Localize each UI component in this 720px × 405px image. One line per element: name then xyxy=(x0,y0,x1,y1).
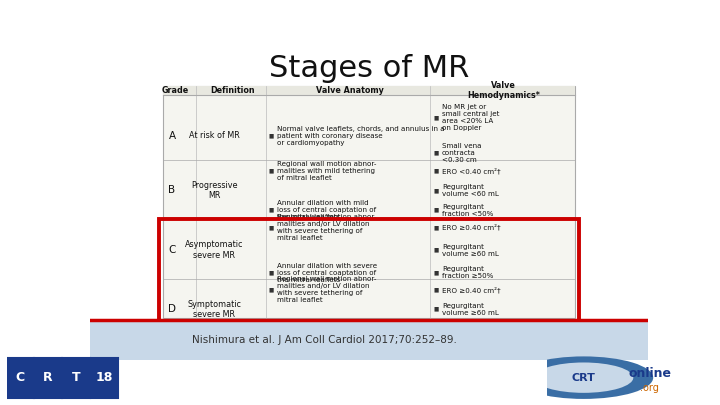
Text: ■: ■ xyxy=(269,270,274,275)
Text: ■: ■ xyxy=(269,208,274,213)
Text: ■: ■ xyxy=(269,168,274,173)
FancyBboxPatch shape xyxy=(91,358,118,398)
Text: Nishimura et al. J Am Coll Cardiol 2017;70:252–89.: Nishimura et al. J Am Coll Cardiol 2017;… xyxy=(192,335,456,345)
Text: CRT: CRT xyxy=(572,373,595,383)
Text: ■: ■ xyxy=(433,247,438,253)
Text: Small vena
contracta
<0.30 cm: Small vena contracta <0.30 cm xyxy=(442,143,482,163)
Text: A: A xyxy=(168,130,176,141)
Text: Regurgitant
fraction ≥50%: Regurgitant fraction ≥50% xyxy=(442,266,493,279)
Text: online: online xyxy=(629,367,671,380)
Text: D: D xyxy=(168,304,176,314)
FancyBboxPatch shape xyxy=(35,358,62,398)
Text: T: T xyxy=(72,371,81,384)
Text: At risk of MR: At risk of MR xyxy=(189,131,240,140)
Text: Regional wall motion abnor-
malities and/or LV dilation
with severe tethering of: Regional wall motion abnor- malities and… xyxy=(277,214,377,241)
FancyBboxPatch shape xyxy=(163,86,575,95)
Text: R: R xyxy=(43,371,53,384)
Text: Regurgitant
fraction ≥50%: Regurgitant fraction ≥50% xyxy=(442,322,493,335)
Text: ■: ■ xyxy=(433,168,438,173)
Text: ERO ≥0.40 cm²†: ERO ≥0.40 cm²† xyxy=(442,287,500,293)
Text: ■: ■ xyxy=(433,208,438,213)
Text: 18: 18 xyxy=(96,371,113,384)
Text: Regional wall motion abnor-
malities and/or LV dilation
with severe tethering of: Regional wall motion abnor- malities and… xyxy=(277,277,377,303)
Text: Annular dilation with severe
loss of central coaptation of
the mitral leaflets: Annular dilation with severe loss of cen… xyxy=(277,319,377,339)
Text: ■: ■ xyxy=(269,225,274,230)
Text: ERO <0.40 cm²†: ERO <0.40 cm²† xyxy=(442,168,500,174)
Text: B: B xyxy=(168,185,176,196)
Text: ■: ■ xyxy=(433,288,438,292)
Text: Asymptomatic
severe MR: Asymptomatic severe MR xyxy=(185,240,243,260)
Text: Regional wall motion abnor-
malities with mild tethering
of mitral leaflet: Regional wall motion abnor- malities wit… xyxy=(277,161,377,181)
Text: ■: ■ xyxy=(433,326,438,331)
Text: Grade: Grade xyxy=(162,86,189,95)
Text: Regurgitant
volume <60 mL: Regurgitant volume <60 mL xyxy=(442,184,499,197)
Text: ■: ■ xyxy=(433,115,438,120)
Text: ERO ≥0.40 cm²†: ERO ≥0.40 cm²† xyxy=(442,224,500,231)
Text: ■: ■ xyxy=(433,188,438,193)
Text: ■: ■ xyxy=(269,326,274,331)
Circle shape xyxy=(514,356,653,399)
Text: ■: ■ xyxy=(433,225,438,230)
Text: Regurgitant
fraction <50%: Regurgitant fraction <50% xyxy=(442,204,493,217)
Text: ■: ■ xyxy=(269,288,274,292)
FancyBboxPatch shape xyxy=(63,358,90,398)
Text: Annular dilation with severe
loss of central coaptation of
the mitral leaflets: Annular dilation with severe loss of cen… xyxy=(277,262,377,283)
Text: Regurgitant
volume ≥60 mL: Regurgitant volume ≥60 mL xyxy=(442,303,499,316)
Text: Regurgitant
volume ≥60 mL: Regurgitant volume ≥60 mL xyxy=(442,243,499,256)
Text: .org: .org xyxy=(640,383,660,393)
Text: Normal valve leaflets, chords, and annulus in a
patient with coronary disease
or: Normal valve leaflets, chords, and annul… xyxy=(277,126,445,146)
Text: Valve
Hemodynamics*: Valve Hemodynamics* xyxy=(467,81,540,100)
Text: C: C xyxy=(168,245,176,255)
Text: Definition: Definition xyxy=(210,86,255,95)
Text: Stages of MR: Stages of MR xyxy=(269,54,469,83)
Text: ■: ■ xyxy=(433,151,438,156)
Circle shape xyxy=(534,362,634,393)
Text: C: C xyxy=(15,371,24,384)
Text: Progressive
MR: Progressive MR xyxy=(192,181,238,200)
Text: No MR jet or
small central jet
area <20% LA
on Doppler: No MR jet or small central jet area <20%… xyxy=(442,104,500,131)
Text: Annular dilation with mild
loss of central coaptation of
the mitral leaflets: Annular dilation with mild loss of centr… xyxy=(277,200,377,220)
Text: Valve Anatomy: Valve Anatomy xyxy=(316,86,384,95)
Text: Symptomatic
severe MR: Symptomatic severe MR xyxy=(187,300,241,319)
FancyBboxPatch shape xyxy=(163,86,575,318)
FancyBboxPatch shape xyxy=(90,320,648,360)
Text: ■: ■ xyxy=(433,307,438,312)
Text: ■: ■ xyxy=(433,270,438,275)
FancyBboxPatch shape xyxy=(6,358,34,398)
Text: ■: ■ xyxy=(269,133,274,138)
